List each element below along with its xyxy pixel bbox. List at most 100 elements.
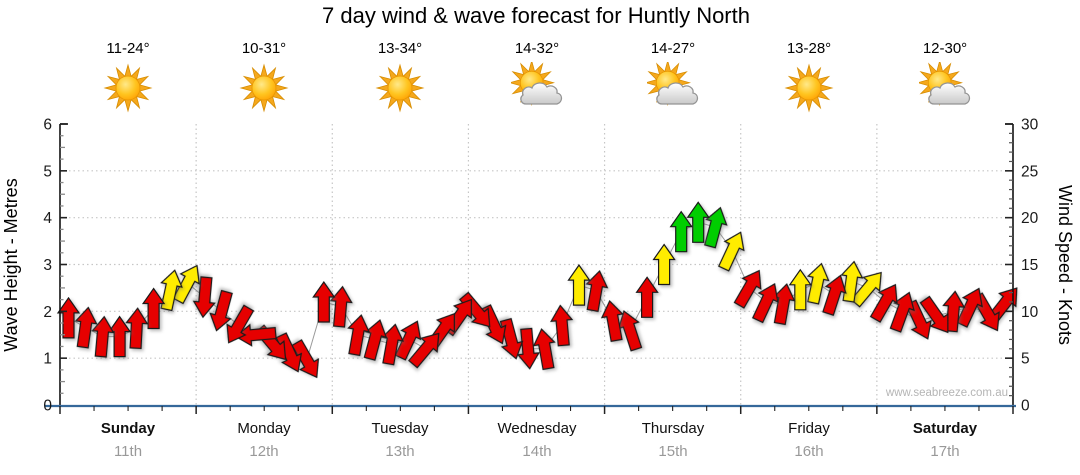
day-header: 14-27°: [603, 40, 743, 119]
day-date-label: 14th: [522, 443, 552, 460]
wind-arrow: [686, 201, 710, 243]
day-temp-label: 13-34°: [377, 40, 423, 57]
wind-arrow: [788, 268, 812, 311]
wind-arrow: [125, 307, 149, 350]
wind-arrow: [585, 269, 609, 313]
left-axis-tick-label: 6: [43, 117, 52, 134]
day-name-label: Monday: [237, 420, 291, 437]
wind-arrow: [381, 323, 405, 366]
right-axis-tick-label: 15: [1021, 257, 1038, 274]
right-axis-tick-label: 20: [1021, 210, 1039, 227]
wind-arrow: [532, 328, 556, 371]
day-temp-label: 14-32°: [514, 40, 560, 57]
sun-icon: [374, 62, 426, 114]
left-axis-title: Wave Height - Metres: [1, 178, 21, 351]
right-axis-tick-label: 0: [1021, 398, 1030, 415]
left-axis-tick-label: 5: [43, 163, 52, 180]
wind-arrow: [209, 289, 233, 332]
left-axis-tick-label: 3: [43, 257, 52, 274]
wind-arrow: [226, 304, 255, 344]
day-date-label: 17th: [930, 443, 960, 460]
day-temp-label: 12-30°: [922, 40, 968, 57]
left-axis-tick-label: 2: [43, 304, 52, 321]
wind-arrow: [652, 243, 676, 286]
day-temp-label: 14-27°: [650, 40, 696, 57]
day-temp-label: 10-31°: [241, 40, 287, 57]
day-name-label: Wednesday: [497, 420, 577, 437]
day-date-label: 16th: [794, 443, 824, 460]
sun-cloud-icon: [511, 62, 563, 114]
sun-icon: [238, 62, 290, 114]
right-axis-tick-label: 5: [1021, 351, 1030, 368]
wind-arrow: [669, 210, 693, 253]
wind-arrow: [703, 206, 728, 249]
wind-arrow: [172, 264, 200, 305]
day-header: 14-32°: [467, 40, 607, 119]
day-temp-label: 11-24°: [106, 40, 150, 57]
day-header: 12-30°: [875, 40, 1015, 119]
right-axis-title: Wind Speed - Knots: [1055, 185, 1075, 345]
day-name-label: Tuesday: [371, 420, 429, 437]
wind-arrow: [751, 282, 779, 324]
day-date-label: 15th: [658, 443, 688, 460]
day-name-label: Friday: [788, 420, 830, 437]
sun-cloud-icon: [647, 62, 699, 114]
axes: [45, 123, 1016, 414]
right-axis-tick-label: 30: [1021, 117, 1039, 134]
wind-arrow: [407, 332, 440, 369]
wind-arrow: [234, 323, 277, 347]
wind-arrow: [329, 285, 353, 328]
page-title: 7 day wind & wave forecast for Huntly No…: [322, 3, 750, 28]
wind-arrow: [141, 287, 166, 330]
day-header: 13-34°: [330, 40, 470, 119]
wind-arrow: [550, 304, 574, 347]
day-date-label: 13th: [385, 443, 415, 460]
left-axis-tick-label: 0: [43, 398, 52, 415]
day-header: 11-24°: [58, 40, 198, 119]
wind-arrow: [942, 290, 966, 333]
right-axis-tick-label: 10: [1021, 304, 1039, 321]
wind-arrows: [56, 201, 1018, 379]
day-date-label: 12th: [249, 443, 279, 460]
wind-arrow: [516, 327, 540, 370]
wind-arrow: [717, 231, 745, 272]
wind-arrow: [291, 339, 320, 379]
wind-arrow: [91, 315, 115, 358]
wind-arrow: [312, 280, 336, 323]
wind-arrow: [600, 299, 624, 343]
day-header: 13-28°: [739, 40, 879, 119]
wind-arrow: [56, 296, 81, 339]
left-axis-tick-label: 1: [43, 351, 52, 368]
wind-arrow: [567, 264, 591, 306]
sun-icon: [783, 62, 835, 114]
wind-arrow: [733, 269, 762, 309]
sun-cloud-icon: [919, 62, 971, 114]
wind-arrow: [192, 276, 216, 319]
wind-arrow: [919, 295, 949, 334]
wind-arrow: [160, 269, 183, 312]
day-name-label: Sunday: [100, 420, 156, 437]
wind-arrow: [74, 306, 98, 349]
wind-arrow: [956, 287, 983, 328]
wind-arrow: [363, 319, 388, 361]
sun-icon: [102, 62, 154, 114]
wind-arrow: [850, 271, 882, 308]
wind-arrow: [347, 314, 371, 357]
wind-arrow: [840, 260, 864, 303]
day-name-label: Saturday: [912, 420, 978, 437]
gridlines: [60, 124, 1013, 405]
wind-arrow: [635, 276, 659, 318]
day-date-label: 11th: [113, 443, 143, 460]
left-axis-tick-label: 4: [43, 210, 52, 227]
wind-arrow: [869, 283, 898, 323]
day-temp-label: 13-28°: [786, 40, 832, 57]
wind-arrow: [499, 317, 524, 360]
day-name-label: Thursday: [641, 420, 705, 437]
wind-arrow: [822, 274, 847, 316]
day-header: 10-31°: [194, 40, 334, 119]
watermark: www.seabreeze.com.au: [885, 387, 1008, 399]
right-axis-tick-label: 25: [1021, 163, 1038, 180]
wind-arrow: [394, 320, 422, 361]
